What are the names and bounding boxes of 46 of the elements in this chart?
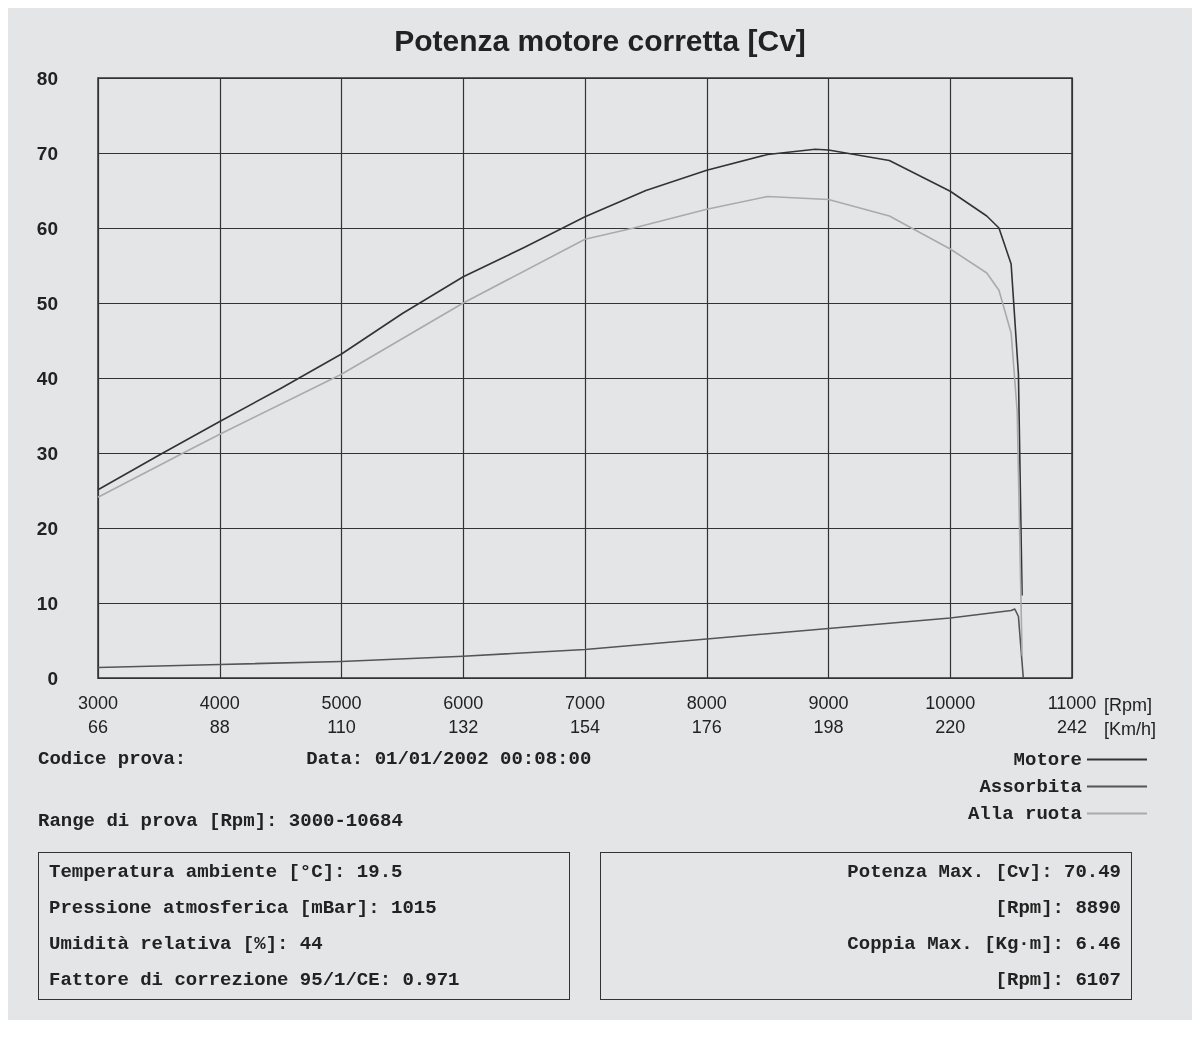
y-tick-label: 60 [36, 217, 58, 239]
x-tick-label: 7000 [564, 693, 606, 713]
x-tick-label: 11000 [1047, 693, 1097, 713]
x2-tick-label: 198 [813, 717, 844, 737]
x-tick-label: 10000 [925, 693, 976, 713]
text: Potenza Max. [Cv]: 70.49 [847, 861, 1121, 883]
legend-label: Motore [1013, 748, 1082, 771]
x-tick-label: 9000 [808, 693, 849, 713]
y-tick-label: 50 [36, 292, 58, 314]
x2-tick-label: 176 [691, 717, 722, 737]
text: Umidità relativa [%]: 44 [49, 933, 324, 955]
y-tick-label: 10 [36, 592, 58, 614]
legend-label: Assorbita [979, 775, 1082, 798]
text: [Rpm]: 6107 [995, 969, 1121, 991]
chart-title: Potenza motore corretta [Cv] [394, 23, 806, 57]
text: Data: 01/01/2002 00:08:00 [306, 748, 592, 770]
x-axis-title: [Rpm] [1104, 695, 1153, 715]
y-tick-label: 0 [47, 667, 58, 689]
text: Range di prova [Rpm]: 3000-10684 [38, 810, 403, 832]
x-tick-label: 5000 [321, 693, 362, 713]
line-series [97, 195, 1023, 657]
x-tick-label: 4000 [199, 693, 240, 713]
x-tick-label: 6000 [443, 693, 484, 713]
x2-tick-label: 132 [448, 717, 479, 737]
legend-label: Alla ruota [967, 802, 1082, 825]
y-tick-label: 70 [36, 142, 58, 164]
x2-axis-title: [Km/h] [1104, 719, 1157, 739]
text: [Rpm]: 8890 [995, 897, 1121, 919]
y-tick-label: 80 [36, 67, 58, 89]
y-tick-label: 40 [36, 367, 58, 389]
x2-tick-label: 110 [327, 717, 356, 737]
x2-tick-label: 88 [209, 717, 230, 737]
y-tick-label: 20 [36, 517, 58, 539]
text: Fattore di correzione 95/1/CE: 0.971 [49, 969, 461, 991]
x2-tick-label: 66 [87, 717, 109, 737]
y-tick-label: 30 [36, 442, 58, 464]
text: Temperatura ambiente [°C]: 19.5 [49, 861, 404, 883]
x2-tick-label: 242 [1056, 717, 1088, 737]
x-tick-label: 3000 [77, 693, 119, 713]
text: Coppia Max. [Kg·m]: 6.46 [847, 933, 1121, 955]
x2-tick-label: 154 [569, 717, 601, 737]
x-tick-label: 8000 [686, 693, 727, 713]
x2-tick-label: 220 [935, 717, 966, 737]
line-series [97, 608, 1025, 679]
text: Codice prova: [38, 748, 187, 770]
text: Pressione atmosferica [mBar]: 1015 [49, 897, 438, 919]
